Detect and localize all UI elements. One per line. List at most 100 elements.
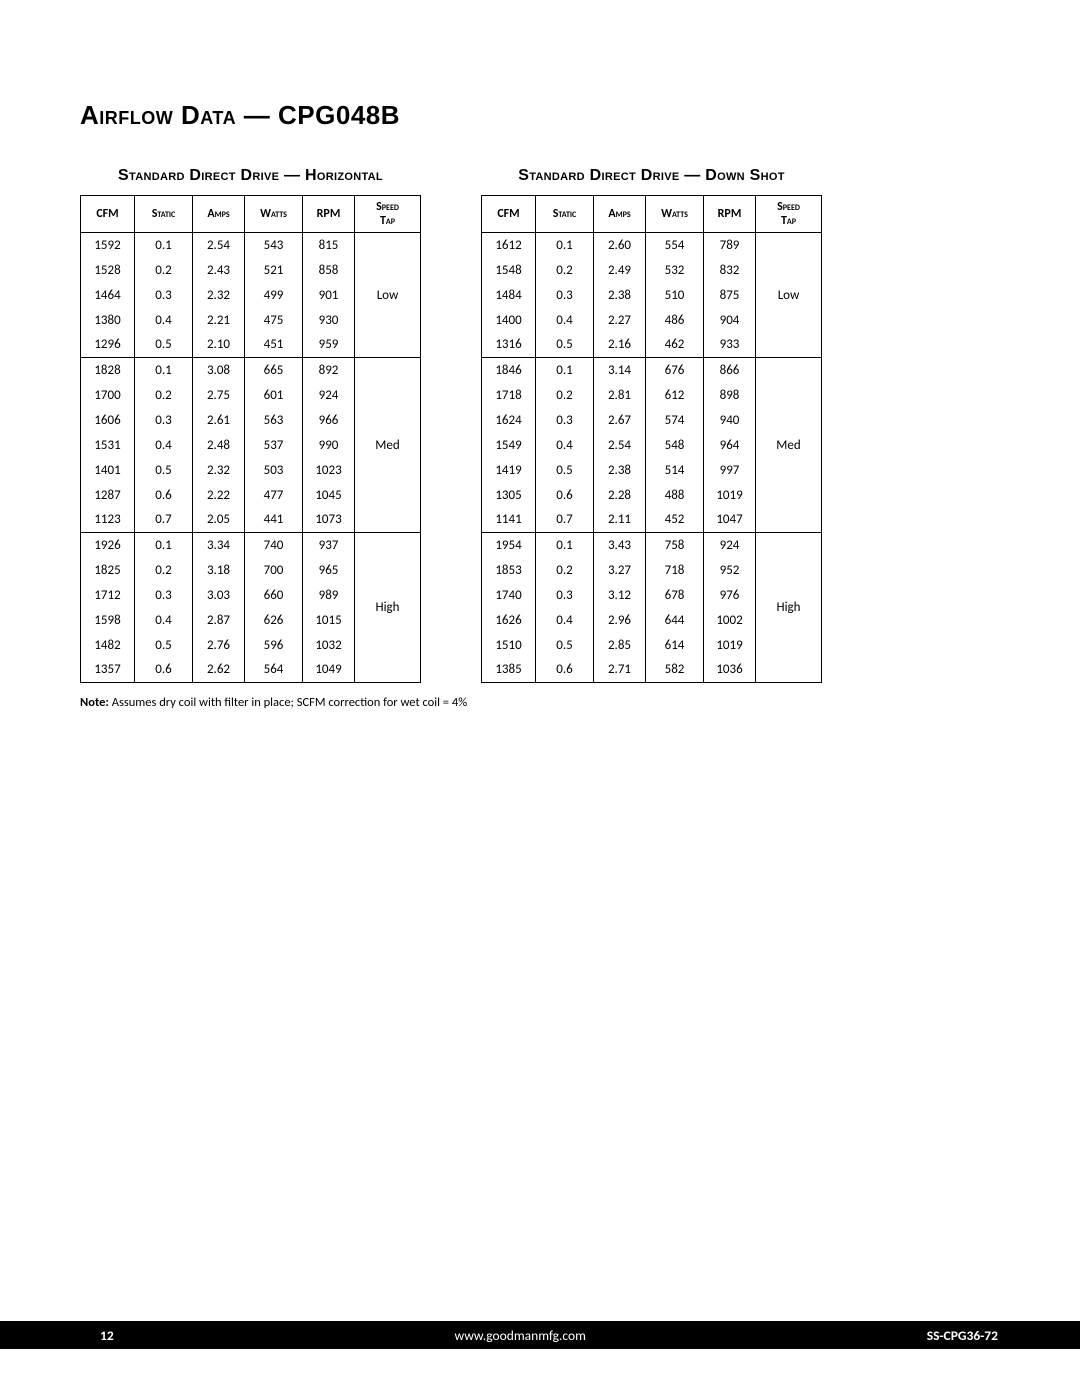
table-cell: 1023	[303, 458, 355, 483]
table-cell: 976	[704, 583, 756, 608]
right-table: CFMStaticAmpsWattsRPMSpeedTap16120.12.60…	[481, 195, 822, 683]
table-cell: 0.4	[536, 433, 594, 458]
table-cell: 1401	[81, 458, 135, 483]
table-cell: 0.7	[536, 508, 594, 533]
table-cell: 966	[303, 408, 355, 433]
table-cell: 2.43	[193, 258, 245, 283]
table-cell: 0.5	[536, 458, 594, 483]
table-cell: 1380	[81, 308, 135, 333]
column-header: SpeedTap	[756, 196, 822, 233]
table-cell: 488	[646, 483, 704, 508]
table-cell: 1825	[81, 558, 135, 583]
table-cell: 1484	[482, 283, 536, 308]
table-cell: 2.38	[594, 283, 646, 308]
column-header: CFM	[81, 196, 135, 233]
table-cell: 1700	[81, 383, 135, 408]
footer-page-number: 12	[100, 1327, 114, 1344]
table-cell: 0.1	[536, 533, 594, 558]
table-cell: 2.85	[594, 633, 646, 658]
note-text: Note: Assumes dry coil with filter in pl…	[80, 695, 1000, 710]
table-cell: 1598	[81, 608, 135, 633]
table-cell: 965	[303, 558, 355, 583]
table-cell: 2.48	[193, 433, 245, 458]
table-cell: 2.62	[193, 658, 245, 683]
table-cell: 1305	[482, 483, 536, 508]
table-cell: 582	[646, 658, 704, 683]
table-cell: 644	[646, 608, 704, 633]
table-cell: 1141	[482, 508, 536, 533]
footer-doc-id: SS-CPG36-72	[927, 1327, 998, 1344]
page-title: Airflow Data — CPG048B	[80, 100, 1000, 131]
table-cell: 1123	[81, 508, 135, 533]
table-cell: 2.60	[594, 233, 646, 258]
table-cell: 1828	[81, 358, 135, 383]
table-cell: 0.3	[135, 408, 193, 433]
table-cell: 815	[303, 233, 355, 258]
table-cell: 832	[704, 258, 756, 283]
table-cell: 2.54	[594, 433, 646, 458]
table-cell: 3.08	[193, 358, 245, 383]
table-cell: 2.27	[594, 308, 646, 333]
table-cell: 499	[245, 283, 303, 308]
speed-tap-cell: Med	[355, 358, 421, 533]
table-cell: 548	[646, 433, 704, 458]
table-cell: 2.32	[193, 458, 245, 483]
table-cell: 537	[245, 433, 303, 458]
table-cell: 1464	[81, 283, 135, 308]
table-cell: 904	[704, 308, 756, 333]
speed-tap-cell: Low	[355, 233, 421, 358]
table-cell: 665	[245, 358, 303, 383]
table-cell: 875	[704, 283, 756, 308]
table-cell: 1357	[81, 658, 135, 683]
table-row: 19260.13.34740937High	[81, 533, 421, 558]
table-cell: 1712	[81, 583, 135, 608]
table-cell: 2.81	[594, 383, 646, 408]
table-cell: 924	[704, 533, 756, 558]
table-cell: 2.21	[193, 308, 245, 333]
speed-tap-cell: Low	[756, 233, 822, 358]
table-cell: 1846	[482, 358, 536, 383]
table-cell: 2.96	[594, 608, 646, 633]
table-cell: 1400	[482, 308, 536, 333]
table-cell: 660	[245, 583, 303, 608]
table-cell: 0.1	[135, 233, 193, 258]
table-cell: 740	[245, 533, 303, 558]
table-cell: 543	[245, 233, 303, 258]
table-cell: 901	[303, 283, 355, 308]
table-cell: 1036	[704, 658, 756, 683]
table-cell: 452	[646, 508, 704, 533]
table-cell: 1531	[81, 433, 135, 458]
table-cell: 3.27	[594, 558, 646, 583]
table-row: 18460.13.14676866Med	[482, 358, 822, 383]
table-cell: 989	[303, 583, 355, 608]
table-cell: 532	[646, 258, 704, 283]
table-cell: 0.4	[536, 308, 594, 333]
table-cell: 2.32	[193, 283, 245, 308]
table-cell: 1549	[482, 433, 536, 458]
table-cell: 0.6	[536, 483, 594, 508]
table-cell: 990	[303, 433, 355, 458]
table-cell: 0.2	[135, 558, 193, 583]
table-cell: 1019	[704, 483, 756, 508]
table-cell: 2.10	[193, 333, 245, 358]
table-cell: 0.3	[135, 283, 193, 308]
table-cell: 0.3	[536, 283, 594, 308]
table-cell: 933	[704, 333, 756, 358]
table-cell: 0.6	[135, 658, 193, 683]
table-cell: 0.2	[135, 258, 193, 283]
table-cell: 2.54	[193, 233, 245, 258]
table-cell: 0.5	[536, 633, 594, 658]
column-header: RPM	[704, 196, 756, 233]
table-row: 16120.12.60554789Low	[482, 233, 822, 258]
table-cell: 789	[704, 233, 756, 258]
left-table-block: Standard Direct Drive — Horizontal CFMSt…	[80, 167, 421, 683]
table-cell: 2.38	[594, 458, 646, 483]
table-cell: 0.5	[135, 633, 193, 658]
left-table: CFMStaticAmpsWattsRPMSpeedTap15920.12.54…	[80, 195, 421, 683]
column-header: Static	[135, 196, 193, 233]
table-cell: 937	[303, 533, 355, 558]
table-cell: 1592	[81, 233, 135, 258]
table-cell: 0.4	[135, 433, 193, 458]
note-label: Note:	[80, 695, 109, 710]
table-cell: 0.2	[135, 383, 193, 408]
